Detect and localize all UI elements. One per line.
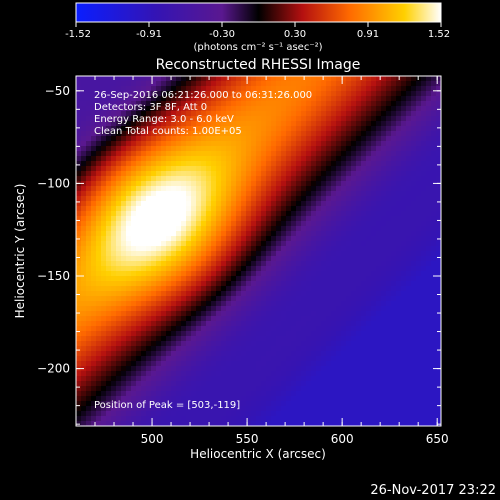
chart-title: Reconstructed RHESSI Image bbox=[156, 57, 361, 73]
y-axis-label: Heliocentric Y (arcsec) bbox=[13, 184, 27, 319]
annotations: 26-Sep-2016 06:21:26.000 to 06:31:26.000… bbox=[94, 90, 312, 137]
colorbar-tick-label: 0.91 bbox=[357, 29, 379, 40]
peak-label: Position of Peak = [503,-119] bbox=[94, 400, 240, 411]
colorbar-tick-label: -1.52 bbox=[65, 29, 91, 40]
footer-date: 26-Nov-2017 23:22 bbox=[370, 483, 496, 498]
annotation-line: Detectors: 3F 8F, Att 0 bbox=[94, 102, 207, 113]
colorbar bbox=[75, 2, 442, 23]
x-axis-label: Heliocentric X (arcsec) bbox=[190, 447, 326, 461]
colorbar-tick-label: -0.30 bbox=[209, 29, 235, 40]
colorbar-ticks: -1.52 -0.91 -0.30 0.30 0.91 1.52 bbox=[65, 22, 450, 40]
heatmap bbox=[76, 76, 441, 426]
y-tick-label: −150 bbox=[37, 269, 70, 283]
x-tick-label: 650 bbox=[426, 432, 449, 446]
x-tick-label: 500 bbox=[141, 432, 164, 446]
colorbar-tick-label: 0.30 bbox=[284, 29, 306, 40]
x-tick-label: 600 bbox=[331, 432, 354, 446]
annotation-line: Clean Total counts: 1.00E+05 bbox=[94, 126, 242, 137]
annotation-line: Energy Range: 3.0 - 6.0 keV bbox=[94, 114, 234, 125]
colorbar-unit-label: (photons cm⁻² s⁻¹ asec⁻²) bbox=[193, 42, 322, 53]
y-tick-label: −100 bbox=[37, 176, 70, 190]
y-tick-label: −200 bbox=[37, 362, 70, 376]
colorbar-tick-label: -0.91 bbox=[136, 29, 162, 40]
y-tick-label: −50 bbox=[45, 84, 70, 98]
x-tick-label: 550 bbox=[236, 432, 259, 446]
axis-ticks: 500 550 600 650 −50 −100 −150 −200 bbox=[37, 76, 449, 446]
annotation-line: 26-Sep-2016 06:21:26.000 to 06:31:26.000 bbox=[94, 90, 312, 101]
plot-frame bbox=[75, 75, 442, 427]
colorbar-tick-label: 1.52 bbox=[428, 29, 450, 40]
